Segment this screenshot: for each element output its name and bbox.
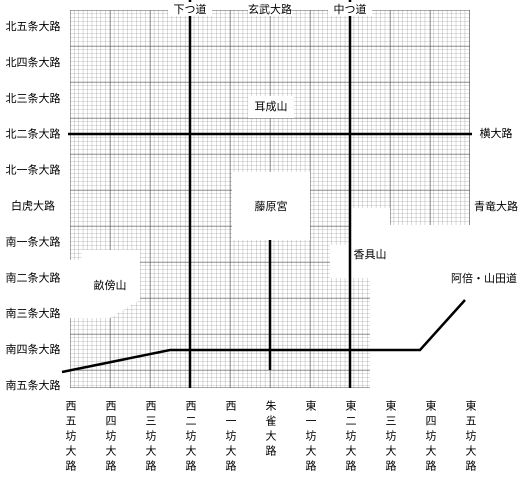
place-label: 香具山 — [354, 248, 387, 261]
label-bg — [0, 199, 68, 214]
bottom-road-label: 東四坊大路 — [424, 400, 437, 475]
label-bg — [472, 200, 521, 214]
label-bg — [0, 20, 68, 34]
top-road-label: 中つ道 — [334, 2, 367, 16]
mountain-area — [248, 96, 294, 118]
bottom-road-label: 東五坊大路 — [464, 400, 477, 475]
label-bg — [0, 163, 68, 178]
top-road-label: 下つ道 — [174, 2, 207, 16]
right-road-label: 横大路 — [480, 126, 513, 140]
label-bg — [0, 127, 68, 142]
label-bg — [0, 343, 68, 358]
label-bg — [0, 235, 68, 250]
left-road-label: 白虎大路 — [11, 199, 55, 213]
label-bg — [0, 307, 68, 322]
left-road-label: 南五条大路 — [6, 378, 61, 392]
left-road-label: 南三条大路 — [6, 306, 61, 320]
label-bg — [0, 379, 68, 393]
major-roads — [60, 0, 480, 388]
left-road-label: 南四条大路 — [6, 342, 61, 356]
bottom-road-label: 西四坊大路 — [104, 400, 117, 475]
left-road-label: 北五条大路 — [6, 19, 61, 33]
left-road-label: 北二条大路 — [6, 127, 61, 141]
left-road-label: 北四条大路 — [6, 55, 61, 69]
label-bg — [472, 127, 521, 141]
bottom-road-label: 西五坊大路 — [64, 400, 77, 475]
place-label: 藤原宮 — [255, 199, 288, 213]
label-bg — [168, 2, 212, 16]
top-road-label: 玄武大路 — [248, 2, 292, 16]
bottom-road-label: 西一坊大路 — [224, 400, 237, 475]
place-label: 耳成山 — [255, 100, 288, 113]
place-label: 畝傍山 — [94, 278, 127, 292]
left-road-label: 南二条大路 — [6, 270, 61, 284]
bottom-road-label: 西二坊大路 — [184, 400, 197, 475]
left-road-label: 北一条大路 — [6, 163, 61, 177]
bottom-road-label: 西三坊大路 — [144, 400, 157, 475]
place-label: 阿倍・山田道 — [451, 271, 517, 285]
label-bg — [328, 2, 372, 16]
bottom-road-label: 東二坊大路 — [344, 400, 357, 475]
label-bg — [0, 91, 68, 106]
palace-area — [232, 172, 310, 240]
label-bg — [0, 55, 68, 70]
bottom-road-label: 朱雀大路 — [264, 400, 277, 460]
left-road-label: 南一条大路 — [6, 234, 61, 248]
right-road-label: 青竜大路 — [474, 199, 518, 213]
label-bg — [248, 2, 292, 16]
label-bg — [0, 271, 68, 286]
left-road-label: 北三条大路 — [6, 91, 61, 105]
bottom-road-label: 東一坊大路 — [304, 400, 317, 475]
bottom-road-label: 東三坊大路 — [384, 400, 397, 475]
